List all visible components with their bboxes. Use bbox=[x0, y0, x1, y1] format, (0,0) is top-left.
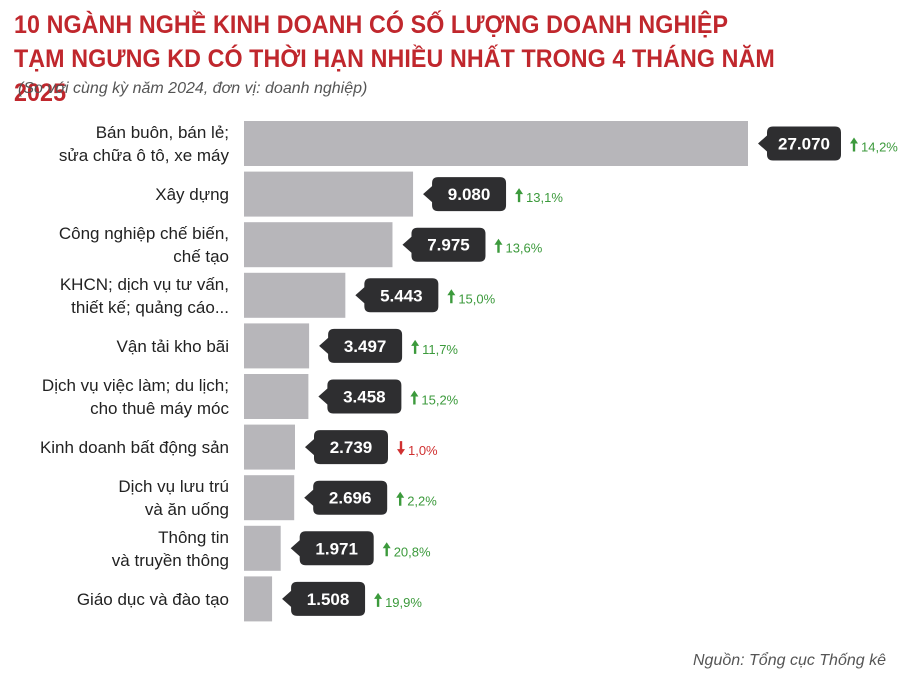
category-label: Xây dựng bbox=[155, 185, 229, 204]
category-label: Bán buôn, bán lẻ; bbox=[96, 123, 229, 142]
chart-title: 10 NGÀNH NGHỀ KINH DOANH CÓ SỐ LƯỢNG DOA… bbox=[14, 8, 832, 110]
bar bbox=[244, 424, 295, 470]
bar bbox=[244, 121, 748, 166]
value-label: 1.971 bbox=[315, 539, 358, 558]
arrow-up-icon bbox=[494, 238, 503, 253]
value-label: 1.508 bbox=[307, 590, 350, 609]
value-bubble bbox=[423, 177, 507, 212]
change-label: 2,2% bbox=[407, 494, 437, 509]
change-label: 11,7% bbox=[422, 342, 458, 357]
value-label: 2.739 bbox=[330, 438, 373, 457]
value-bubble bbox=[318, 379, 402, 414]
arrow-up-icon bbox=[382, 542, 391, 557]
value-bubble bbox=[290, 531, 374, 566]
value-label: 2.696 bbox=[329, 489, 372, 508]
category-label: Dịch vụ lưu trú bbox=[118, 477, 229, 496]
value-label: 7.975 bbox=[427, 236, 470, 255]
change-label: 19,9% bbox=[385, 595, 422, 610]
chart-title-line-1: 10 NGÀNH NGHỀ KINH DOANH CÓ SỐ LƯỢNG DOA… bbox=[14, 11, 729, 39]
source-note: Nguồn: Tổng cục Thống kê bbox=[692, 652, 886, 669]
value-bubble bbox=[304, 430, 388, 465]
change-label: 14,2% bbox=[861, 140, 898, 155]
category-label: thiết kế; quảng cáo... bbox=[71, 298, 229, 317]
arrow-up-icon bbox=[411, 339, 420, 354]
value-label: 3.458 bbox=[343, 388, 386, 407]
value-label: 9.080 bbox=[448, 185, 491, 204]
category-label: cho thuê máy móc bbox=[90, 399, 229, 418]
arrow-up-icon bbox=[374, 592, 383, 607]
chart-title-line-2: TẠM NGƯNG KD CÓ THỜI HẠN NHIỀU NHẤT TRON… bbox=[14, 45, 775, 107]
arrow-up-icon bbox=[410, 390, 419, 405]
change-label: 15,0% bbox=[458, 291, 495, 306]
bar bbox=[244, 475, 295, 521]
value-label: 27.070 bbox=[778, 135, 830, 154]
value-bubble bbox=[282, 581, 366, 616]
value-bubble bbox=[355, 278, 439, 313]
category-label: và truyền thông bbox=[112, 551, 229, 570]
bar bbox=[244, 171, 414, 217]
value-bubble bbox=[319, 328, 403, 363]
category-label: Kinh doanh bất động sản bbox=[40, 438, 229, 457]
arrow-up-icon bbox=[515, 188, 524, 203]
change-label: 13,6% bbox=[505, 241, 542, 256]
category-label: KHCN; dịch vụ tư vấn, bbox=[60, 275, 229, 294]
category-label: Vận tải kho bãi bbox=[117, 337, 229, 356]
bar bbox=[244, 525, 281, 571]
bar bbox=[244, 576, 273, 622]
arrow-down-icon bbox=[396, 441, 405, 456]
bar bbox=[244, 222, 393, 268]
change-label: 13,1% bbox=[526, 190, 563, 205]
chart-subtitle: (So với cùng kỳ năm 2024, đơn vị: doanh … bbox=[18, 80, 368, 97]
category-label: Dịch vụ việc làm; du lịch; bbox=[42, 376, 229, 395]
change-label: 1,0% bbox=[408, 443, 438, 458]
category-label: chế tạo bbox=[173, 247, 229, 266]
category-label: Giáo dục và đào tạo bbox=[77, 590, 229, 609]
bar bbox=[244, 272, 346, 318]
value-label: 3.497 bbox=[344, 337, 387, 356]
change-label: 15,2% bbox=[421, 393, 458, 408]
category-label: sửa chữa ô tô, xe máy bbox=[59, 146, 230, 165]
category-label: Công nghiệp chế biến, bbox=[59, 224, 229, 243]
change-label: 20,8% bbox=[394, 544, 431, 559]
value-bubble bbox=[402, 227, 486, 262]
arrow-up-icon bbox=[850, 137, 858, 152]
category-label: và ăn uống bbox=[145, 500, 229, 519]
arrow-up-icon bbox=[447, 289, 456, 304]
value-bubble bbox=[304, 480, 388, 515]
value-label: 5.443 bbox=[380, 286, 423, 305]
arrow-up-icon bbox=[396, 491, 405, 506]
value-bubble bbox=[758, 126, 841, 161]
category-label: Thông tin bbox=[158, 528, 229, 547]
bar bbox=[244, 323, 310, 369]
bar bbox=[244, 374, 309, 419]
